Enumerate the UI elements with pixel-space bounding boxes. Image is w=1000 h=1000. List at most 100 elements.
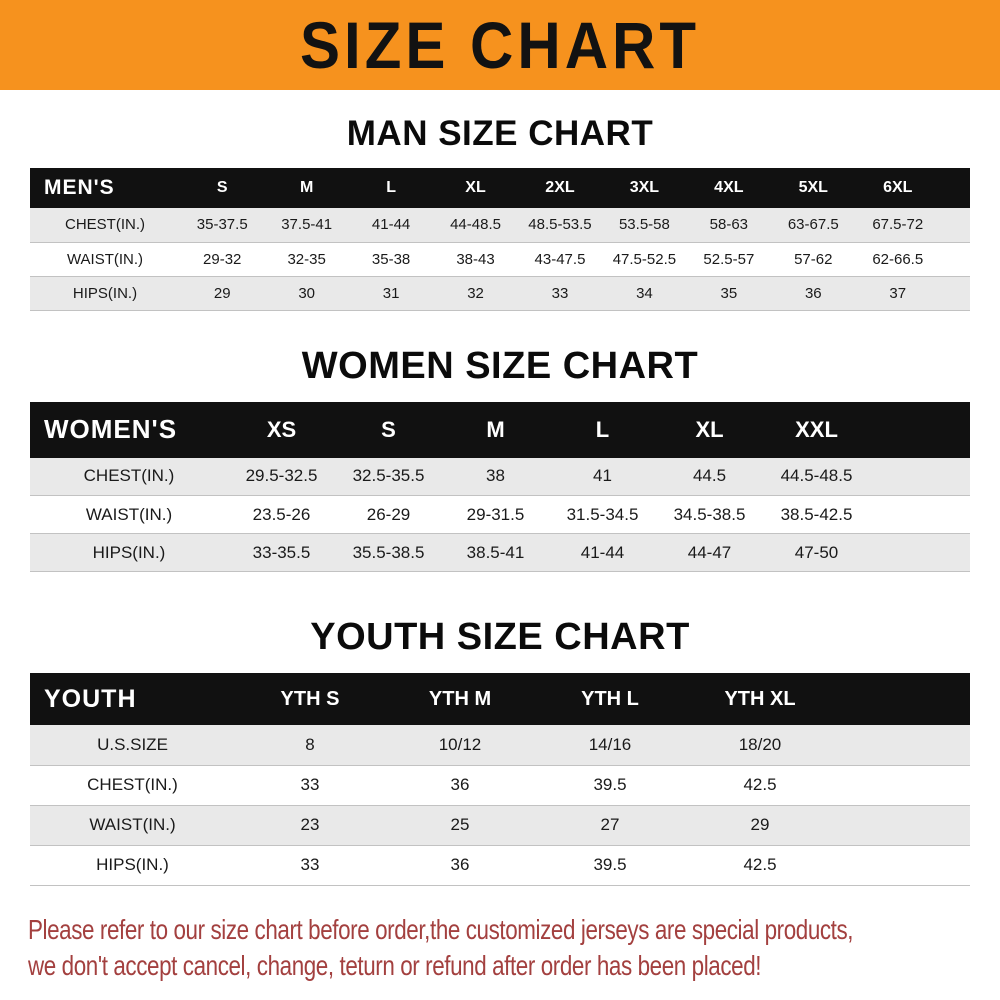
column-header: YTH M	[385, 673, 535, 725]
man-size-table-corner-label: MEN'S	[30, 168, 180, 208]
size-value: 34.5-38.5	[656, 495, 763, 534]
spacer	[835, 725, 970, 766]
size-value: 57-62	[771, 242, 856, 277]
column-header: YTH S	[235, 673, 385, 725]
column-header: 3XL	[602, 168, 687, 208]
size-value: 37.5-41	[264, 208, 349, 243]
column-header: L	[348, 168, 434, 208]
size-value: 23.5-26	[228, 495, 335, 534]
size-value: 41-44	[348, 208, 434, 243]
spacer	[870, 533, 970, 572]
size-value: 39.5	[535, 765, 685, 806]
size-value: 33-35.5	[228, 533, 335, 572]
size-value: 33	[235, 765, 385, 806]
youth-size-table-corner-label: YOUTH	[30, 673, 235, 725]
size-value: 29-31.5	[442, 495, 549, 534]
disclaimer: Please refer to our size chart before or…	[28, 912, 1000, 984]
size-value: 25	[385, 805, 535, 846]
man-size-table: MEN'S S M L XL 2XL 3XL 4XL 5XL 6XL CHEST(IN.) 35-37…	[30, 168, 970, 311]
column-header: M	[264, 168, 349, 208]
youth-size-table-header-row: YOUTH YTH S YTH M YTH L YTH XL	[30, 673, 970, 725]
row-label: WAIST(IN.)	[30, 242, 180, 277]
section-heading-man: MAN SIZE CHART	[346, 114, 654, 153]
size-value: 31	[348, 276, 434, 311]
size-value: 10/12	[385, 725, 535, 766]
column-header: 2XL	[517, 168, 603, 208]
size-value: 43-47.5	[517, 242, 603, 277]
size-value: 47.5-52.5	[602, 242, 687, 277]
size-value: 29	[180, 276, 265, 311]
size-value: 32.5-35.5	[335, 457, 442, 496]
page-title: SIZE CHART	[300, 8, 700, 82]
spacer	[940, 208, 970, 243]
women-size-table: WOMEN'S XS S M L XL XXL CHEST(IN.) 29.5-32.5 32.5…	[30, 401, 970, 572]
row-label: CHEST(IN.)	[30, 208, 180, 243]
size-value: 62-66.5	[855, 242, 940, 277]
column-header: 5XL	[771, 168, 856, 208]
size-value: 39.5	[535, 845, 685, 886]
table-row: HIPS(IN.) 33 36 39.5 42.5	[30, 845, 970, 886]
spacer	[940, 242, 970, 277]
column-header: S	[335, 401, 442, 458]
size-value: 29-32	[180, 242, 265, 277]
size-value: 58-63	[686, 208, 772, 243]
table-row: HIPS(IN.) 29 30 31 32 33 34 35 36 37	[30, 276, 970, 311]
size-value: 29.5-32.5	[228, 457, 335, 496]
spacer	[940, 276, 970, 311]
size-value: 63-67.5	[771, 208, 856, 243]
size-value: 42.5	[685, 845, 835, 886]
column-header: XL	[433, 168, 518, 208]
row-label: HIPS(IN.)	[30, 276, 180, 311]
size-value: 34	[602, 276, 687, 311]
size-value: 32-35	[264, 242, 349, 277]
size-value: 44.5	[656, 457, 763, 496]
size-value: 18/20	[685, 725, 835, 766]
table-row: CHEST(IN.) 35-37.5 37.5-41 41-44 44-48.5 48.5…	[30, 208, 970, 243]
size-value: 44.5-48.5	[763, 457, 870, 496]
table-row: CHEST(IN.) 33 36 39.5 42.5	[30, 765, 970, 806]
size-value: 37	[855, 276, 940, 311]
spacer	[870, 495, 970, 534]
size-value: 41-44	[549, 533, 656, 572]
spacer	[835, 765, 970, 806]
size-value: 30	[264, 276, 349, 311]
column-header: L	[549, 401, 656, 458]
row-label: U.S.SIZE	[30, 725, 235, 766]
disclaimer-line-2: we don't accept cancel, change, teturn o…	[28, 949, 762, 981]
size-value: 38.5-42.5	[763, 495, 870, 534]
size-value: 47-50	[763, 533, 870, 572]
table-row: WAIST(IN.) 23 25 27 29	[30, 805, 970, 846]
size-value: 36	[385, 765, 535, 806]
size-value: 36	[771, 276, 856, 311]
size-value: 14/16	[535, 725, 685, 766]
women-size-table-corner-label: WOMEN'S	[30, 401, 228, 458]
size-value: 53.5-58	[602, 208, 687, 243]
row-label: WAIST(IN.)	[30, 495, 228, 534]
size-value: 42.5	[685, 765, 835, 806]
spacer	[835, 673, 970, 725]
size-value: 33	[235, 845, 385, 886]
size-value: 48.5-53.5	[517, 208, 603, 243]
size-value: 23	[235, 805, 385, 846]
column-header: YTH XL	[685, 673, 835, 725]
size-value: 26-29	[335, 495, 442, 534]
table-row: HIPS(IN.) 33-35.5 35.5-38.5 38.5-41 41-44 44-…	[30, 533, 970, 572]
spacer	[835, 845, 970, 886]
column-header: YTH L	[535, 673, 685, 725]
column-header: XXL	[763, 401, 870, 458]
size-value: 67.5-72	[855, 208, 940, 243]
size-value: 38	[442, 457, 549, 496]
size-value: 33	[517, 276, 603, 311]
size-value: 35	[686, 276, 772, 311]
size-value: 44-47	[656, 533, 763, 572]
row-label: HIPS(IN.)	[30, 845, 235, 886]
column-header: XL	[656, 401, 763, 458]
section-heading-women: WOMEN SIZE CHART	[301, 344, 699, 387]
spacer	[870, 401, 970, 458]
row-label: WAIST(IN.)	[30, 805, 235, 846]
size-value: 29	[685, 805, 835, 846]
size-value: 36	[385, 845, 535, 886]
spacer	[835, 805, 970, 846]
man-size-table-header-row: MEN'S S M L XL 2XL 3XL 4XL 5XL 6XL	[30, 168, 970, 208]
